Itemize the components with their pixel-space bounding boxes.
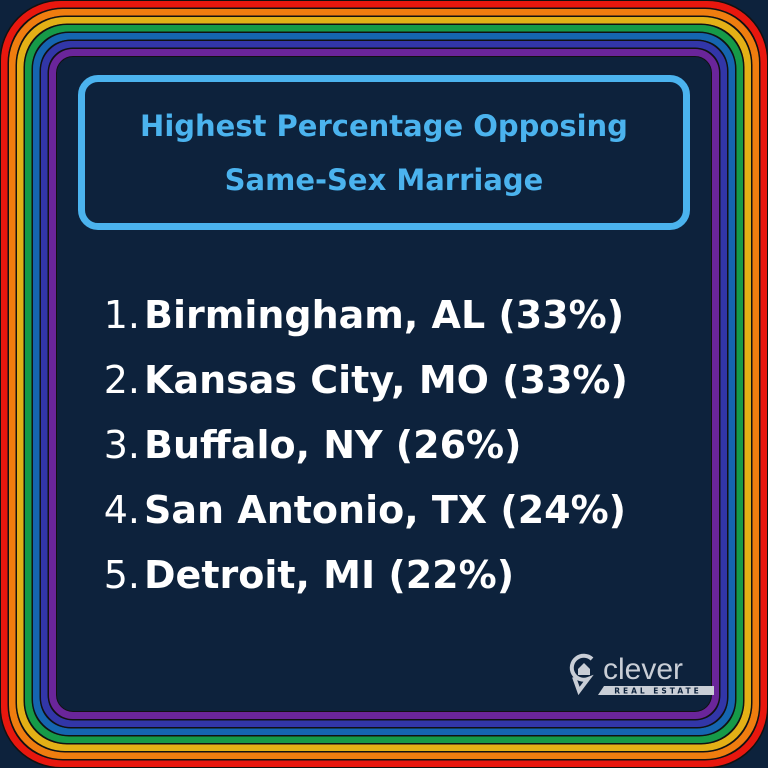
rainbow-band [33, 33, 735, 735]
logo-wordmark: clever [603, 653, 683, 686]
rainbow-band [25, 25, 743, 743]
rank-number: 2. [103, 357, 140, 402]
logo-tagline: REAL ESTATE [614, 687, 702, 696]
clever-logo: clever REAL ESTATE [569, 653, 714, 696]
title-line-2: Same-Sex Marriage [224, 162, 544, 197]
list-item: 1. Birmingham, AL (33%) [90, 282, 628, 347]
title-box: Highest Percentage Opposing Same-Sex Mar… [78, 75, 690, 230]
list-item: 2. Kansas City, MO (33%) [90, 347, 628, 412]
rank-number: 1. [103, 292, 140, 337]
list-item: 5. Detroit, MI (22%) [90, 542, 628, 607]
rainbow-band [41, 41, 727, 727]
rank-label: Detroit, MI (22%) [144, 552, 515, 597]
rankings-list: 1. Birmingham, AL (33%) 2. Kansas City, MO… [90, 282, 628, 607]
content-panel [57, 57, 711, 711]
rainbow-band [9, 9, 759, 759]
list-item: 3. Buffalo, NY (26%) [90, 412, 628, 477]
rank-number: 3. [103, 422, 140, 467]
rank-label: San Antonio, TX (24%) [144, 487, 627, 532]
house-pin-icon [569, 653, 594, 696]
rank-number: 5. [103, 552, 140, 597]
rank-number: 4. [103, 487, 140, 532]
rank-label: Kansas City, MO (33%) [144, 357, 628, 402]
rainbow-band [49, 49, 719, 719]
list-item: 4. San Antonio, TX (24%) [90, 477, 628, 542]
rank-label: Birmingham, AL (33%) [144, 292, 625, 337]
title-line-1: Highest Percentage Opposing [140, 108, 628, 143]
rainbow-band [17, 17, 751, 751]
rank-label: Buffalo, NY (26%) [144, 422, 522, 467]
